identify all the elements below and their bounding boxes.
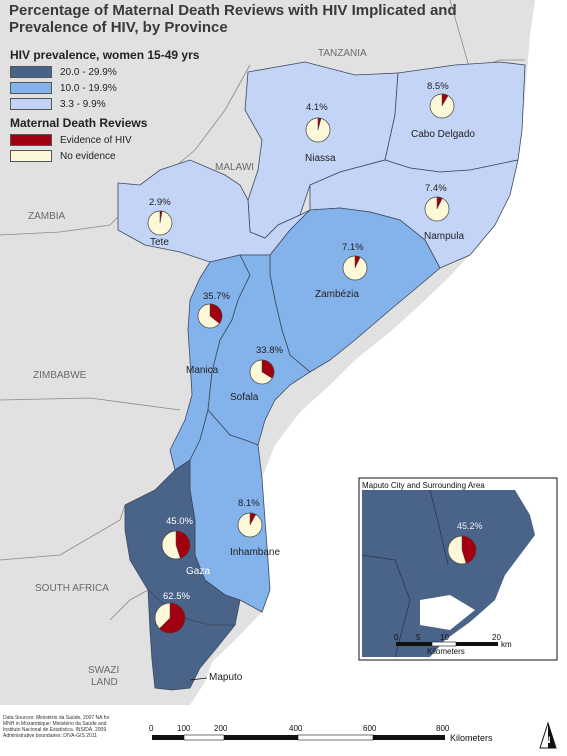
inset-scale-tick: 5 <box>416 633 421 642</box>
province-shapes <box>117 61 526 691</box>
legend-hiv-item: 20.0 - 29.9% <box>10 64 206 80</box>
country-label-south-africa: SOUTH AFRICA <box>35 583 109 594</box>
pie-sofala-evidence <box>261 359 275 379</box>
province-label-maputo: Maputo <box>209 672 243 683</box>
inset-scale-bar <box>396 641 498 647</box>
percent-label-nampula: 7.4% <box>425 183 447 194</box>
pie-niassa-evidence <box>317 117 322 131</box>
province-label-cabo-delgado: Cabo Delgado <box>411 129 475 140</box>
percent-label-inhambane: 8.1% <box>238 498 260 509</box>
legend-label: No evidence <box>60 150 116 162</box>
province-label-sofala: Sofala <box>230 392 259 403</box>
legend-hiv-item: 3.3 - 9.9% <box>10 96 206 112</box>
legend-label: Evidence of HIV <box>60 134 132 146</box>
pie-charts <box>147 93 477 634</box>
legend-mdr-item: No evidence <box>10 148 206 164</box>
inset-scale-tick: 0 <box>394 633 399 642</box>
scale-tick: 200 <box>214 724 228 733</box>
inset-scale-caption: Kilometers <box>427 647 465 656</box>
scale-tick: 600 <box>363 724 377 733</box>
inset-water <box>420 490 554 657</box>
pie-maputo-evidence <box>159 602 186 634</box>
legend-label: 10.0 - 19.9% <box>60 82 117 94</box>
pie-zambézia-evidence <box>354 255 361 269</box>
province-label-niassa: Niassa <box>305 153 336 164</box>
country-label-swazi: SWAZI <box>88 665 120 676</box>
scale-unit: Kilometers <box>450 733 493 743</box>
map-title: Percentage of Maternal Death Reviews wit… <box>9 2 457 36</box>
legend-swatch <box>10 134 52 146</box>
legend: HIV prevalence, women 15-49 yrs 20.0 - 2… <box>6 44 206 164</box>
province-label-inhambane: Inhambane <box>230 547 281 558</box>
data-sources: Data Sources: Ministério da Saúde, 2007 … <box>3 715 110 739</box>
legend-swatch <box>10 150 52 162</box>
inset-scale-tick: 20 <box>492 633 501 642</box>
percent-label-tete: 2.9% <box>149 197 171 208</box>
pie-gaza-evidence <box>175 530 191 559</box>
percent-label-cabo-delgado: 8.5% <box>427 81 449 92</box>
north-label: N <box>544 735 551 745</box>
percent-label-niassa: 4.1% <box>306 102 328 113</box>
inset-title: Maputo City and Surrounding Area <box>362 481 485 490</box>
scale-tick: 0 <box>149 724 154 733</box>
province-label-tete: Tete <box>150 237 169 248</box>
country-label-land: LAND <box>91 677 118 688</box>
pie-manica-evidence <box>209 303 223 324</box>
percent-label-zambezia: 7.1% <box>342 242 364 253</box>
legend-hiv-heading: HIV prevalence, women 15-49 yrs <box>10 48 200 62</box>
country-label-tanzania: TANZANIA <box>318 48 367 59</box>
province-label-nampula: Nampula <box>424 231 465 242</box>
country-label-zambia: ZAMBIA <box>28 211 66 222</box>
scale-tick: 800 <box>436 724 450 733</box>
percent-label-maputo: 62.5% <box>163 591 190 602</box>
inset-borders <box>361 489 449 658</box>
legend-hiv-item: 10.0 - 19.9% <box>10 80 206 96</box>
legend-swatch <box>10 98 52 110</box>
legend-mdr-heading: Maternal Death Reviews <box>10 116 148 130</box>
pie-maputo-city-evidence <box>461 535 477 564</box>
province-label-zambezia: Zambézia <box>315 289 359 300</box>
scale-tick: 100 <box>177 724 191 733</box>
scale-tick: 400 <box>289 724 303 733</box>
province-label-gaza: Gaza <box>186 566 210 577</box>
legend-mdr-item: Evidence of HIV <box>10 132 206 148</box>
inset-scale-unit: km <box>501 640 512 649</box>
pie-tete-evidence <box>159 210 163 224</box>
pie-inhambane-evidence <box>249 512 257 526</box>
legend-swatch <box>10 66 52 78</box>
province-tete <box>117 159 311 263</box>
pie-nampula-evidence <box>436 196 443 210</box>
country-label-zimbabwe: ZIMBABWE <box>33 370 87 381</box>
inset-percent-label: 45.2% <box>457 521 483 531</box>
legend-label: 3.3 - 9.9% <box>60 98 106 110</box>
legend-swatch <box>10 82 52 94</box>
province-cabo-delgado <box>384 61 526 173</box>
province-label-manica: Manica <box>186 365 219 376</box>
main-scale-bar <box>152 734 445 741</box>
north-arrow <box>539 721 557 749</box>
percent-label-gaza: 45.0% <box>166 516 193 527</box>
percent-label-sofala: 33.8% <box>256 345 283 356</box>
legend-label: 20.0 - 29.9% <box>60 66 117 78</box>
percent-label-manica: 35.7% <box>203 291 230 302</box>
province-sofala <box>207 254 311 446</box>
inset-scale-tick: 10 <box>440 633 449 642</box>
country-label-malawi: MALAWI <box>215 162 255 173</box>
pie-cabo-delgado-evidence <box>441 93 449 107</box>
